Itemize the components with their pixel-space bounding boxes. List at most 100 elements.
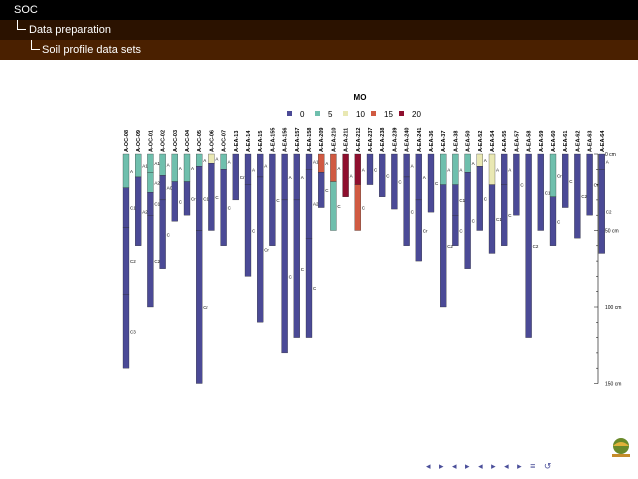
horizon-label: AC: [167, 186, 174, 191]
horizon-label: C: [313, 286, 317, 291]
horizon-C: [220, 169, 227, 246]
horizon-label: C: [557, 219, 561, 224]
horizon-A: [598, 153, 605, 170]
horizon-label: A2: [154, 180, 160, 185]
profile-id-label: A-EA-36: [429, 131, 435, 152]
horizon-A: [342, 153, 349, 197]
legend-label-20: 20: [412, 110, 421, 119]
beamer-navigation[interactable]: ◂ ▸ ◂ ▸ ◂ ▸ ◂ ▸ ≡ ↺: [426, 461, 555, 471]
horizon-label: C: [362, 206, 366, 211]
horizon-A2: [305, 169, 313, 239]
profile-A-OC-01: A1 A2 C1 C2 A-OC-01: [147, 130, 161, 308]
axis-tick-label: 50 cm: [605, 229, 619, 235]
horizon-C: [244, 184, 252, 277]
horizon-A: [415, 153, 422, 201]
horizon-C: [379, 153, 386, 197]
legend-swatch-20: [399, 111, 404, 116]
horizon-label: C: [325, 188, 329, 193]
horizon-label: C: [569, 179, 573, 184]
horizon-C: [330, 181, 337, 231]
horizon-AC: [159, 175, 166, 201]
horizon-label: A: [350, 173, 353, 178]
subsection-title[interactable]: Data preparation: [29, 24, 111, 36]
legend-label-0: 0: [300, 110, 305, 119]
profile-id-label: A-OC-06: [209, 130, 215, 152]
horizon-C: [171, 181, 178, 222]
profile-A-EA-36: C A-EA-36: [427, 131, 439, 213]
axis-tick-label: 150 cm: [605, 382, 621, 388]
profile-A-OC-09: A1 A2 A-OC-09: [135, 130, 148, 246]
horizon-Cr: [257, 176, 264, 323]
profile-id-label: A-OC-03: [173, 130, 179, 152]
horizon-label: C: [276, 198, 280, 203]
profile-id-label: A-EA-210: [331, 128, 337, 152]
horizon-A: [208, 153, 215, 164]
horizon-A1: [135, 153, 142, 178]
horizon-C2: [525, 153, 532, 338]
profile-A-EA-63: Cr A-EA-63: [586, 131, 599, 216]
legend-title: MO: [354, 93, 367, 102]
horizon-C3: [122, 294, 130, 369]
horizon-A: [220, 153, 227, 170]
horizon-Cr: [415, 199, 422, 262]
horizon-label: C: [398, 180, 402, 185]
profile-A-EA-212: A C A-EA-212: [354, 128, 366, 231]
profile-A-EA-15: A Cr A-EA-15: [257, 131, 269, 323]
horizon-label: C1: [203, 196, 209, 201]
horizon-Cr: [183, 181, 191, 216]
horizon-A: [281, 153, 288, 201]
profile-id-label: A-OC-02: [161, 130, 167, 152]
horizon-label: A: [606, 160, 609, 165]
horizon-label: C: [252, 229, 256, 234]
horizon-C: [269, 153, 276, 246]
section-title[interactable]: SOC: [14, 4, 38, 16]
profile-id-label: A-EA-239: [392, 128, 398, 152]
horizon-label: C: [435, 181, 439, 186]
horizon-C: [427, 153, 435, 213]
horizon-A1: [147, 153, 154, 173]
horizon-C: [549, 196, 557, 246]
horizon-A: [196, 153, 203, 167]
profile-id-label: A-EA-158: [307, 128, 313, 152]
horizon-label: A: [130, 169, 133, 174]
horizon-A: [452, 153, 459, 185]
profile-id-label: A-OC-09: [136, 130, 142, 152]
horizon-label: A: [301, 175, 304, 180]
horizon-Cr: [549, 153, 557, 197]
horizon-label: C: [179, 199, 183, 204]
profile-id-label: A-EA-63: [588, 131, 594, 152]
profile-id-label: A-OC-04: [185, 129, 191, 152]
profile-id-label: A-EA-57: [514, 131, 520, 152]
horizon-label: C: [228, 206, 232, 211]
horizon-Cr: [196, 230, 203, 384]
tree-connector: [17, 20, 26, 30]
horizon-C: [208, 163, 215, 231]
legend-label-5: 5: [328, 110, 333, 119]
profile-A-OC-07: A C A-OC-07: [220, 130, 232, 246]
horizon-C: [562, 153, 569, 208]
profile-id-label: A-EA-64: [600, 130, 606, 152]
horizon-C: [293, 199, 300, 338]
horizon-label: A1: [142, 163, 148, 168]
profile-A-OC-08: A C1 C2 C3 A-OC-08: [122, 130, 136, 369]
profile-id-label: A-EA-55: [502, 131, 508, 152]
legend-label-10: 10: [356, 110, 365, 119]
horizon-label: A: [191, 166, 194, 171]
horizon-label: C1: [496, 217, 502, 222]
profile-id-label: A-EA-238: [380, 128, 386, 152]
horizon-label: Cr: [557, 173, 562, 178]
horizon-C: [354, 184, 361, 231]
subsubsection-title[interactable]: Soil profile data sets: [42, 44, 142, 56]
profile-A-OC-05: A C1 Cr A-OC-05: [196, 130, 209, 384]
horizon-label: C: [472, 219, 476, 224]
profile-id-label: A-EA-209: [319, 128, 325, 152]
profile-A-EA-54: A C1 A-EA-54: [488, 130, 502, 254]
profile-A-EA-237: C A-EA-237: [366, 128, 378, 185]
horizon-C: [403, 176, 410, 246]
profile-id-label: A-EA-15: [258, 131, 264, 152]
horizon-label: A: [252, 167, 255, 172]
horizon-label: A2: [142, 209, 148, 214]
legend-label-15: 15: [384, 110, 393, 119]
horizon-label: A: [289, 175, 292, 180]
profile-id-label: A-OC-08: [124, 130, 130, 152]
